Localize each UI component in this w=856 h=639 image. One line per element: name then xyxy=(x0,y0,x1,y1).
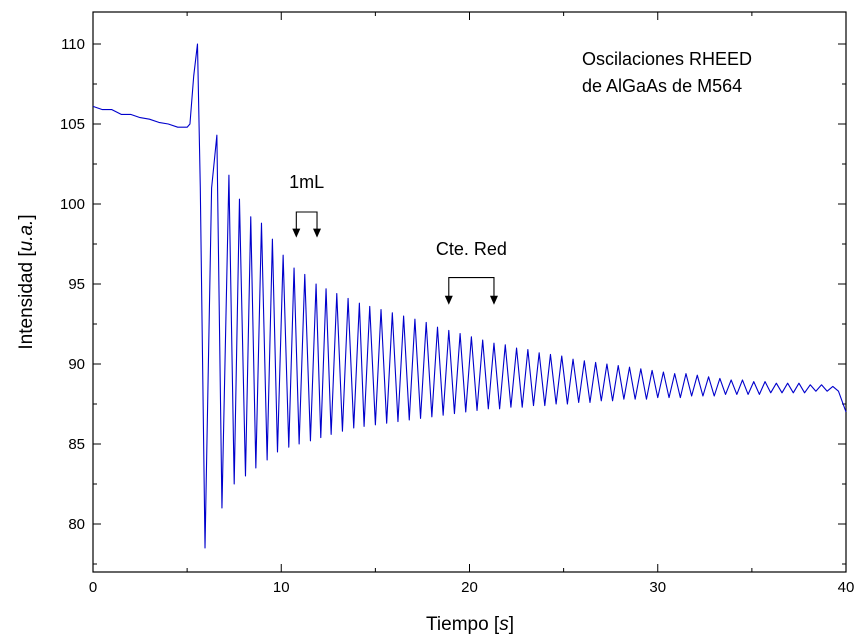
annotation-arrow-right xyxy=(313,228,322,238)
y-tick-label: 100 xyxy=(60,196,85,213)
annotation-bracket xyxy=(295,211,318,230)
x-axis-title: Tiempo [s] xyxy=(426,614,514,635)
series-line xyxy=(92,43,847,549)
annotation-arrow-right xyxy=(489,295,498,305)
y-axis-title: Intensidad [u.a.] xyxy=(16,214,37,349)
x-tick-label: 10 xyxy=(273,579,290,596)
annotation-label: Cte. Red xyxy=(436,239,507,259)
x-tick-label: 30 xyxy=(649,579,666,596)
y-tick-label: 110 xyxy=(61,36,85,53)
series-layer xyxy=(92,43,847,549)
annotation-bracket xyxy=(448,277,495,297)
y-tick-label: 90 xyxy=(68,356,85,373)
x-axis-title-main: Tiempo [ xyxy=(426,614,500,635)
chart-annotation-title-line-1: Oscilaciones RHEED xyxy=(582,49,752,69)
y-tick-label: 80 xyxy=(68,516,85,533)
x-tick-label: 20 xyxy=(461,579,478,596)
axis-ticks: 0 10 20 30 40 80 85 90 95 100 105 110 xyxy=(60,12,854,596)
chart-annotation-title-line-2: de AlGaAs de M564 xyxy=(582,76,742,96)
y-axis-title-main: Intensidad [ xyxy=(16,251,37,350)
x-tick-label: 0 xyxy=(89,579,97,596)
annotation-label: 1mL xyxy=(289,172,324,192)
y-tick-label: 95 xyxy=(68,276,85,293)
annotations: 1mL Cte. Red xyxy=(289,172,507,305)
y-tick-label: 85 xyxy=(68,436,85,453)
y-axis-title-end: ] xyxy=(16,214,37,219)
annotation-arrow-left xyxy=(444,295,453,305)
annotation-arrow-left xyxy=(292,228,301,238)
x-axis-title-unit: s xyxy=(499,614,509,635)
y-axis-title-unit: u.a. xyxy=(16,220,37,252)
x-tick-label: 40 xyxy=(838,579,855,596)
x-axis-title-end: ] xyxy=(509,614,514,635)
y-tick-label: 105 xyxy=(60,116,85,133)
